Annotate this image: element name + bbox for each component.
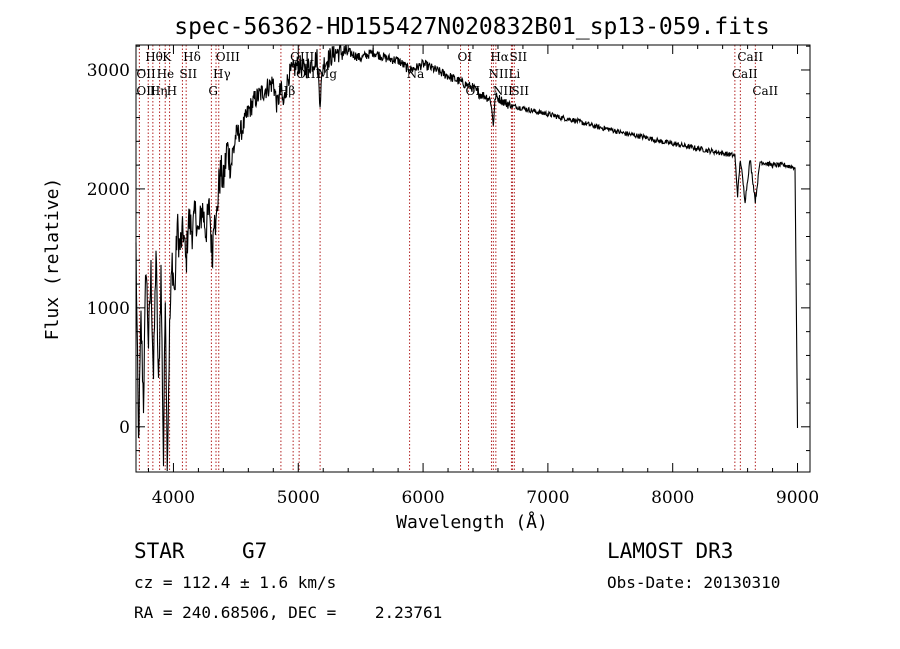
spectral-line-label: OI (466, 84, 481, 98)
x-tick-label: 6000 (401, 488, 444, 508)
spectral-line-label: SII (509, 50, 527, 64)
y-axis-label: Flux (relative) (42, 178, 63, 341)
plot-frame (135, 44, 811, 473)
chart-title: spec-56362-HD155427N020832B01_sp13-059.f… (174, 14, 769, 40)
x-tick-label: 8000 (651, 488, 694, 508)
spectral-line-label: CaII (752, 84, 778, 98)
spectral-line-label: SII (511, 84, 529, 98)
spectral-line-label: Hγ (213, 67, 231, 81)
spectral-line-label: OIII (216, 50, 240, 64)
y-tick-label: 2000 (87, 180, 130, 200)
spectral-line-label: OI (458, 50, 473, 64)
spectral-line-label: Hδ (183, 50, 201, 64)
x-axis-label: Wavelength (Å) (396, 511, 548, 533)
spectral-line-label: CaII (732, 67, 758, 81)
x-axis-ticks: 4000 5000 6000 7000 8000 9000 (147, 45, 819, 508)
spectral-line-label: Hα (490, 50, 509, 64)
spectral-line-label: OII (136, 84, 156, 98)
spectral-line-label: Hη (150, 84, 168, 98)
y-axis-ticks: 0 1000 2000 3000 (87, 45, 810, 452)
spectral-line-label: Mg (317, 67, 337, 81)
spectral-line-label: H (167, 84, 177, 98)
spectral-line-label: OII (136, 67, 156, 81)
y-tick-label: 3000 (87, 61, 130, 81)
spectrum-series-line (135, 44, 799, 472)
spectral-line-label: NII (493, 84, 513, 98)
spectral-line-label: He (157, 67, 175, 81)
ra-dec-coordinates: RA = 240.68506, DEC = 2.23761 (134, 603, 443, 622)
redshift-velocity: cz = 112.4 ± 1.6 km/s (134, 573, 337, 592)
observation-date: Obs-Date: 20130310 (607, 573, 781, 592)
y-tick-label: 1000 (87, 299, 130, 319)
spectral-line-label: NII (488, 67, 508, 81)
y-tick-label: 0 (119, 418, 130, 438)
spectral-line-label: SII (179, 67, 197, 81)
x-tick-label: 5000 (277, 488, 320, 508)
survey-name: LAMOST DR3 (607, 539, 734, 563)
x-tick-label: 4000 (152, 488, 195, 508)
spectral-line-label: Li (508, 67, 520, 81)
object-subclass: G7 (242, 539, 268, 563)
spectral-line-label: CaII (737, 50, 763, 64)
spectral-line-markers (138, 45, 756, 472)
object-class: STAR (134, 539, 185, 563)
spectral-line-label: G (208, 84, 218, 98)
x-tick-label: 9000 (776, 488, 819, 508)
spectral-line-label: Hθ (145, 50, 163, 64)
x-tick-label: 7000 (526, 488, 569, 508)
spectral-line-label: K (162, 50, 172, 64)
